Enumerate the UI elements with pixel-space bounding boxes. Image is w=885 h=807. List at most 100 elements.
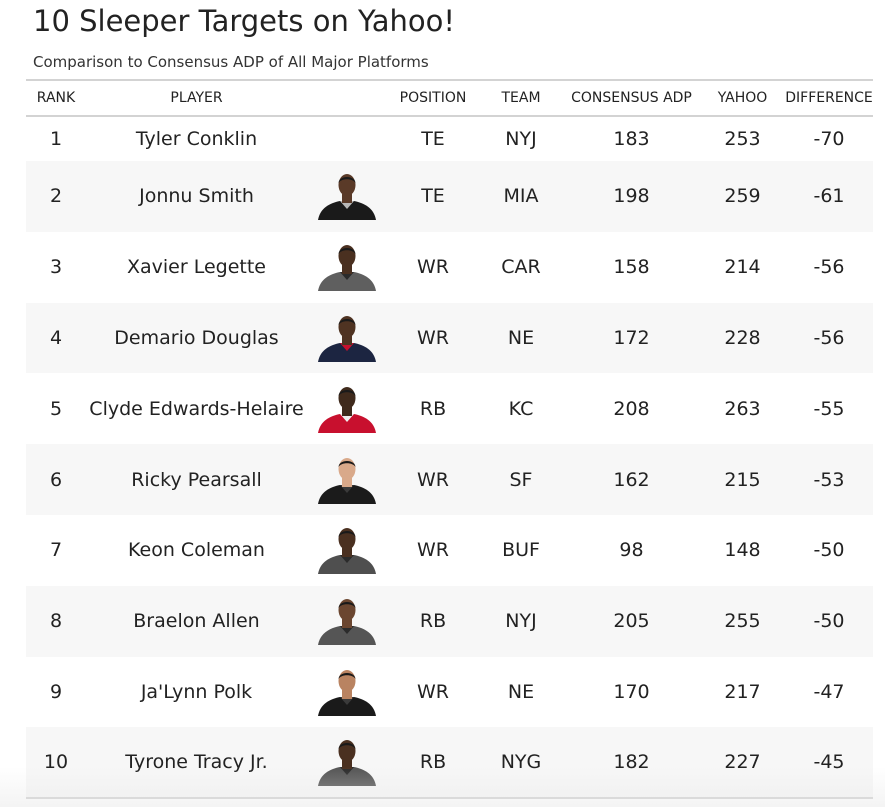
cell-yahoo: 253 — [724, 128, 761, 150]
cell-rank: 10 — [43, 751, 69, 774]
player-headshot-image — [318, 245, 376, 292]
cell-team: NYG — [500, 751, 542, 774]
cell-player: Xavier Legette — [126, 256, 266, 279]
cell-headshot — [307, 657, 387, 728]
cell-player: Braelon Allen — [133, 610, 260, 633]
cell-consensus-adp: 183 — [613, 128, 650, 150]
cell-yahoo: 217 — [724, 680, 761, 703]
cell-team: NYJ — [505, 128, 537, 150]
cell-difference: -56 — [813, 326, 845, 349]
cell-consensus-adp: 98 — [619, 539, 644, 562]
cell-difference: -47 — [813, 680, 845, 703]
cell-headshot — [307, 444, 387, 515]
header-yahoo: YAHOO — [717, 90, 768, 106]
cell-yahoo: 214 — [724, 256, 761, 279]
cell-consensus-adp: 198 — [613, 185, 650, 208]
cell-rank: 8 — [49, 610, 63, 633]
table-row: 6 Ricky Pearsall WR SF 162 215 -53 — [26, 444, 873, 515]
cell-player: Tyrone Tracy Jr. — [125, 751, 268, 774]
cell-position: TE — [421, 128, 445, 150]
cell-rank: 1 — [49, 128, 63, 150]
cell-player: Ja'Lynn Polk — [140, 680, 253, 703]
cell-yahoo: 228 — [724, 326, 761, 349]
table-row: 9 Ja'Lynn Polk WR NE 170 217 -47 — [26, 657, 873, 728]
player-headshot-image — [318, 457, 376, 504]
cell-difference: -56 — [813, 256, 845, 279]
cell-position: TE — [421, 185, 445, 208]
cell-team: NYJ — [505, 610, 537, 633]
sleeper-targets-table: RANK PLAYER POSITION TEAM CONSENSUS ADP … — [26, 79, 873, 799]
cell-team: NE — [507, 326, 535, 349]
cell-position: WR — [417, 326, 449, 349]
header-headshot — [307, 80, 387, 116]
player-headshot-image — [318, 315, 376, 362]
header-consensus-adp: CONSENSUS ADP — [571, 90, 692, 106]
cell-rank: 9 — [49, 680, 63, 703]
page-subtitle: Comparison to Consensus ADP of All Major… — [33, 53, 429, 71]
cell-position: RB — [419, 397, 447, 420]
table-row: 8 Braelon Allen RB NYJ 205 255 -50 — [26, 585, 873, 657]
cell-position: RB — [419, 610, 447, 633]
cell-headshot — [307, 586, 387, 657]
cell-headshot — [307, 727, 387, 798]
table-row: 1 Tyler Conklin TE NYJ 183 253 -70 — [26, 116, 873, 161]
cell-difference: -45 — [813, 751, 845, 774]
sleeper-targets-table-container: RANK PLAYER POSITION TEAM CONSENSUS ADP … — [26, 79, 873, 799]
player-headshot-image — [318, 599, 376, 646]
table-row: 5 Clyde Edwards-Helaire RB KC 208 263 -55 — [26, 373, 873, 444]
table-row: 2 Jonnu Smith TE MIA 198 259 -61 — [26, 161, 873, 232]
cell-yahoo: 215 — [724, 468, 761, 491]
cell-headshot — [307, 515, 387, 586]
table-row: 4 Demario Douglas WR NE 172 228 -56 — [26, 302, 873, 374]
cell-consensus-adp: 172 — [613, 326, 650, 349]
cell-headshot — [307, 303, 387, 374]
cell-player: Tyler Conklin — [135, 128, 258, 150]
player-headshot-image — [318, 528, 376, 575]
player-headshot-image — [318, 386, 376, 433]
cell-consensus-adp: 208 — [613, 397, 650, 420]
cell-player: Jonnu Smith — [139, 185, 254, 208]
player-headshot-image — [318, 669, 376, 716]
cell-difference: -70 — [813, 128, 845, 150]
player-headshot-image — [318, 174, 376, 221]
cell-player: Ricky Pearsall — [131, 468, 262, 491]
cell-yahoo: 227 — [724, 751, 761, 774]
cell-rank: 6 — [49, 468, 63, 491]
cell-position: RB — [419, 751, 447, 774]
cell-team: MIA — [503, 185, 539, 208]
header-difference: DIFFERENCE — [785, 90, 873, 106]
header-rank: RANK — [36, 90, 76, 106]
cell-team: BUF — [502, 539, 540, 562]
cell-position: WR — [417, 468, 449, 491]
table-body: 1 Tyler Conklin TE NYJ 183 253 -70 2 Jonnu Smith… — [26, 116, 873, 799]
cell-yahoo: 263 — [724, 397, 761, 420]
cell-headshot — [307, 232, 387, 303]
cell-player: Keon Coleman — [128, 539, 265, 562]
cell-consensus-adp: 158 — [613, 256, 650, 279]
page-title: 10 Sleeper Targets on Yahoo! — [33, 4, 456, 38]
table-header: RANK PLAYER POSITION TEAM CONSENSUS ADP … — [26, 80, 873, 116]
cell-consensus-adp: 182 — [613, 751, 650, 774]
cell-player: Clyde Edwards-Helaire — [89, 397, 304, 420]
header-row: RANK PLAYER POSITION TEAM CONSENSUS ADP … — [26, 80, 873, 116]
header-team: TEAM — [501, 90, 541, 106]
cell-headshot — [307, 116, 387, 161]
cell-difference: -61 — [813, 185, 845, 208]
cell-position: WR — [417, 256, 449, 279]
header-player: PLAYER — [170, 90, 223, 106]
cell-position: WR — [417, 680, 449, 703]
cell-yahoo: 255 — [724, 610, 761, 633]
header-position: POSITION — [399, 90, 467, 106]
cell-difference: -55 — [813, 397, 845, 420]
cell-rank: 4 — [49, 326, 63, 349]
cell-rank: 7 — [49, 539, 63, 562]
cell-difference: -53 — [813, 468, 845, 491]
cell-player: Demario Douglas — [114, 326, 279, 349]
cell-headshot — [307, 373, 387, 444]
player-headshot-image — [318, 740, 376, 787]
cell-position: WR — [417, 539, 449, 562]
cell-team: KC — [508, 397, 534, 420]
cell-headshot — [307, 161, 387, 232]
table-row: 10 Tyrone Tracy Jr. RB NYG 182 227 -45 — [26, 727, 873, 799]
cell-rank: 5 — [49, 397, 63, 420]
